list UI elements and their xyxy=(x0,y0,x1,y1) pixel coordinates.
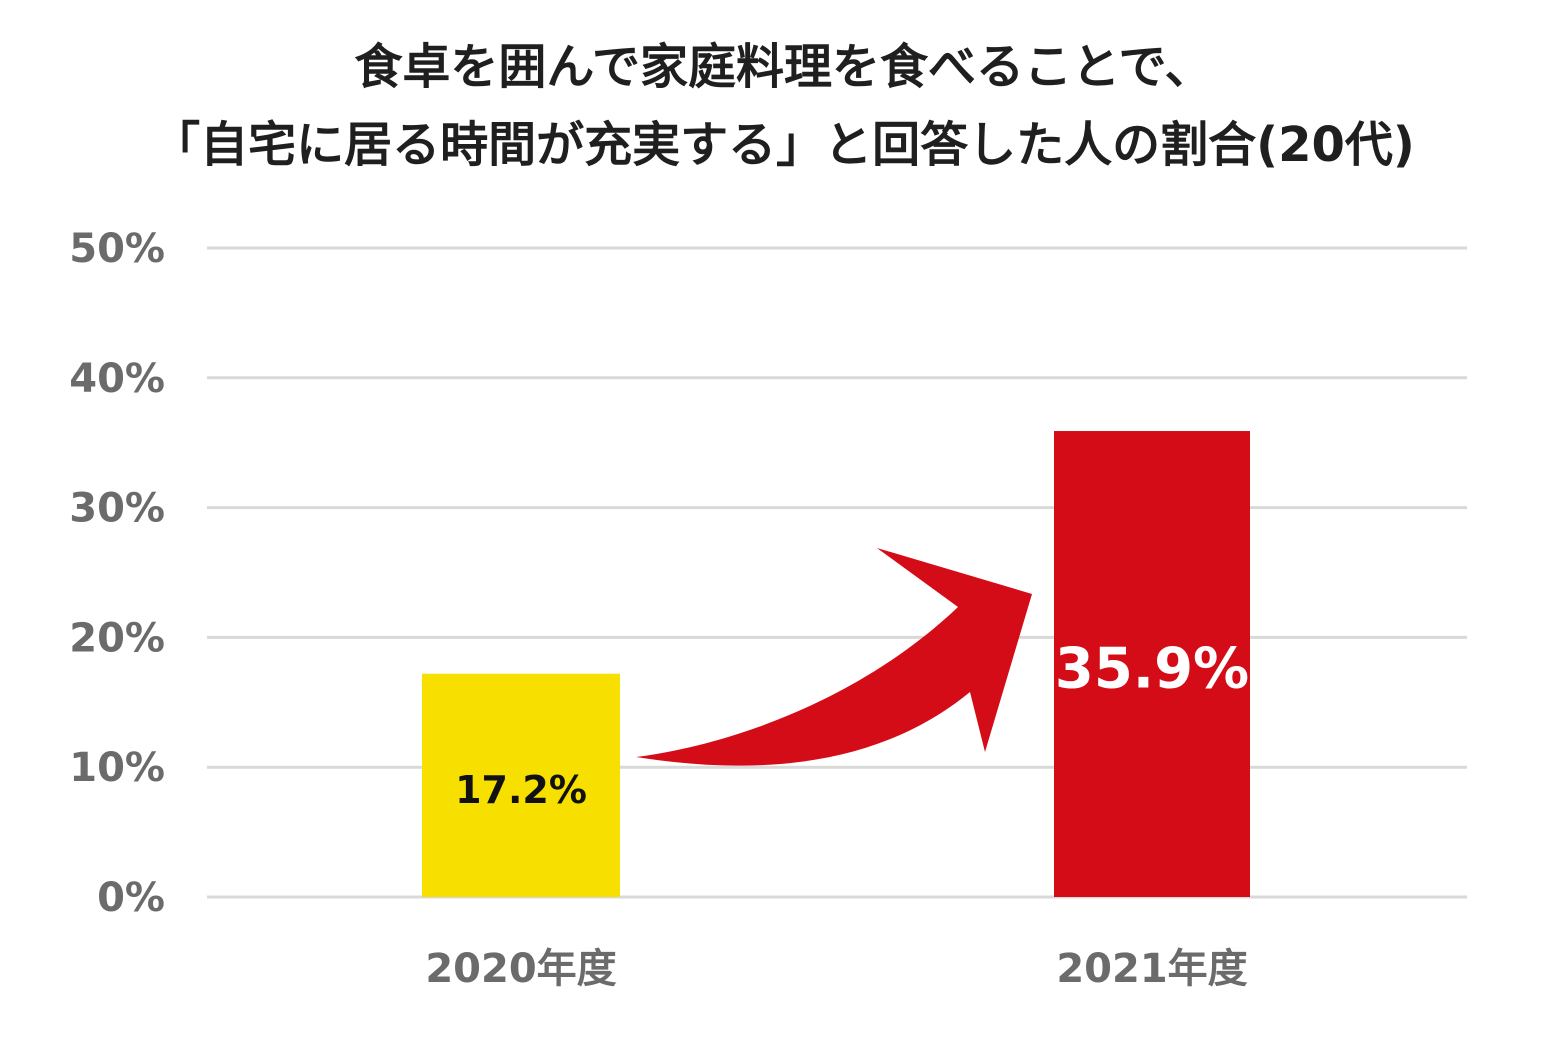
growth-arrow xyxy=(636,548,1032,766)
y-tick-label-10: 10% xyxy=(69,745,165,791)
bar-2021年度 xyxy=(1054,431,1250,897)
y-tick-label-0: 0% xyxy=(97,875,165,921)
y-axis-tick-labels: 0% 10% 20% 30% 40% 50% xyxy=(69,226,165,921)
value-label-2021年度: 35.9% xyxy=(1055,636,1249,701)
category-label-2021年度: 2021年度 xyxy=(1056,946,1247,992)
y-tick-label-30: 30% xyxy=(69,486,165,532)
value-labels: 17.2% 35.9% xyxy=(455,636,1249,812)
chart-title: 食卓を囲んで家庭料理を食べることで、 「自宅に居る時間が充実する」と回答した人の… xyxy=(0,28,1567,184)
y-tick-label-50: 50% xyxy=(69,226,165,272)
x-axis-category-labels: 2020年度 2021年度 xyxy=(425,946,1247,992)
value-label-2020年度: 17.2% xyxy=(455,768,587,812)
gridlines xyxy=(207,246,1467,899)
growth-arrow-layer xyxy=(636,548,1032,766)
bars xyxy=(422,431,1250,897)
category-label-2020年度: 2020年度 xyxy=(425,946,616,992)
y-tick-label-40: 40% xyxy=(69,356,165,402)
chart-title-line-2: 「自宅に居る時間が充実する」と回答した人の割合(20代) xyxy=(152,117,1415,173)
y-tick-label-20: 20% xyxy=(69,615,165,661)
bar-2020年度 xyxy=(422,673,620,897)
chart-title-line-1: 食卓を囲んで家庭料理を食べることで、 xyxy=(354,39,1213,95)
